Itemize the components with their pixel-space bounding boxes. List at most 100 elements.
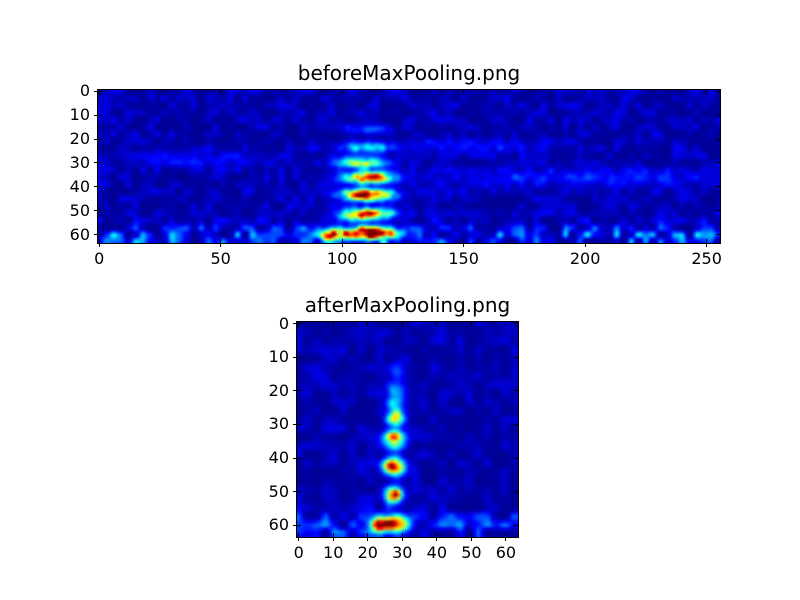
x-tick-mark bbox=[505, 322, 507, 326]
x-tick-mark bbox=[332, 322, 334, 326]
y-tick-mark bbox=[98, 90, 102, 92]
y-tick-mark bbox=[293, 323, 297, 325]
x-tick-mark bbox=[98, 239, 100, 243]
y-tick-mark bbox=[297, 423, 301, 425]
x-tick-mark bbox=[436, 533, 438, 537]
y-tick-mark bbox=[297, 390, 301, 392]
x-tick-mark bbox=[401, 533, 403, 537]
x-tick-label: 60 bbox=[495, 543, 517, 562]
x-tick-mark bbox=[341, 243, 343, 247]
y-tick-mark bbox=[297, 524, 301, 526]
y-tick-mark bbox=[98, 186, 102, 188]
y-tick-mark bbox=[716, 234, 720, 236]
x-tick-label: 50 bbox=[461, 543, 482, 562]
y-tick-label: 0 bbox=[79, 81, 90, 101]
x-tick-mark bbox=[98, 90, 100, 94]
x-tick-mark bbox=[463, 243, 465, 247]
x-tick-mark bbox=[436, 322, 438, 326]
y-tick-mark bbox=[98, 234, 102, 236]
y-tick-label: 20 bbox=[69, 129, 90, 148]
y-tick-mark bbox=[514, 423, 518, 425]
x-tick-mark bbox=[505, 537, 507, 541]
x-tick-label: 10 bbox=[323, 543, 344, 562]
x-tick-mark bbox=[706, 243, 708, 247]
y-tick-mark bbox=[293, 491, 297, 493]
y-tick-mark bbox=[716, 186, 720, 188]
y-tick-label: 50 bbox=[268, 481, 289, 501]
y-tick-mark bbox=[94, 162, 98, 164]
y-tick-label: 10 bbox=[268, 347, 289, 367]
y-tick-label: 60 bbox=[69, 224, 90, 244]
y-tick-mark bbox=[716, 114, 720, 116]
y-tick-label: 50 bbox=[69, 200, 90, 220]
y-tick-mark bbox=[514, 323, 518, 325]
before-maxpooling-title: beforeMaxPooling.png bbox=[297, 61, 521, 85]
y-tick-mark bbox=[293, 423, 297, 425]
y-tick-mark bbox=[94, 114, 98, 116]
x-tick-mark bbox=[332, 533, 334, 537]
y-tick-mark bbox=[94, 90, 98, 92]
y-tick-mark bbox=[514, 390, 518, 392]
x-tick-mark bbox=[367, 322, 369, 326]
y-tick-mark bbox=[98, 162, 102, 164]
y-tick-label: 40 bbox=[268, 448, 289, 468]
y-tick-label: 20 bbox=[268, 380, 289, 400]
x-tick-label: 40 bbox=[426, 543, 448, 562]
y-tick-mark bbox=[98, 114, 102, 116]
x-tick-mark bbox=[706, 90, 708, 94]
x-tick-mark bbox=[470, 322, 472, 326]
x-tick-mark bbox=[401, 537, 403, 541]
x-tick-mark bbox=[584, 90, 586, 94]
y-tick-mark bbox=[716, 138, 720, 140]
y-tick-mark bbox=[514, 457, 518, 459]
x-tick-mark bbox=[220, 243, 222, 247]
y-tick-label: 30 bbox=[69, 152, 90, 172]
x-tick-mark bbox=[584, 239, 586, 243]
x-tick-mark bbox=[332, 537, 334, 541]
x-tick-mark bbox=[505, 533, 507, 537]
y-tick-mark bbox=[293, 524, 297, 526]
x-tick-label: 250 bbox=[691, 249, 722, 268]
before-maxpooling-axes bbox=[97, 89, 721, 244]
y-tick-mark bbox=[716, 90, 720, 92]
x-tick-mark bbox=[98, 243, 100, 247]
y-tick-label: 60 bbox=[268, 515, 289, 535]
y-tick-mark bbox=[716, 210, 720, 212]
x-tick-label: 100 bbox=[326, 249, 358, 268]
x-tick-label: 200 bbox=[569, 249, 601, 268]
x-tick-mark bbox=[298, 537, 300, 541]
y-tick-mark bbox=[293, 457, 297, 459]
x-tick-label: 50 bbox=[210, 249, 231, 268]
y-tick-mark bbox=[716, 162, 720, 164]
x-tick-label: 30 bbox=[392, 543, 413, 562]
x-tick-mark bbox=[341, 239, 343, 243]
y-tick-mark bbox=[94, 186, 98, 188]
y-tick-mark bbox=[514, 356, 518, 358]
y-tick-mark bbox=[98, 210, 102, 212]
x-tick-mark bbox=[401, 322, 403, 326]
y-tick-mark bbox=[98, 138, 102, 140]
y-tick-label: 10 bbox=[69, 105, 90, 125]
x-tick-mark bbox=[220, 239, 222, 243]
x-tick-label: 0 bbox=[293, 543, 304, 562]
x-tick-label: 150 bbox=[448, 249, 479, 268]
x-tick-label: 20 bbox=[357, 543, 378, 562]
y-tick-mark bbox=[297, 457, 301, 459]
y-tick-mark bbox=[94, 210, 98, 212]
after-maxpooling-title: afterMaxPooling.png bbox=[304, 293, 511, 317]
y-tick-mark bbox=[297, 491, 301, 493]
after-maxpooling-heatmap bbox=[297, 322, 518, 537]
y-tick-mark bbox=[297, 323, 301, 325]
y-tick-label: 40 bbox=[69, 176, 90, 196]
y-tick-mark bbox=[514, 524, 518, 526]
x-tick-mark bbox=[367, 537, 369, 541]
y-tick-mark bbox=[94, 234, 98, 236]
y-tick-label: 0 bbox=[278, 313, 289, 333]
x-tick-mark bbox=[463, 90, 465, 94]
x-tick-mark bbox=[706, 239, 708, 243]
y-tick-mark bbox=[293, 356, 297, 358]
x-tick-mark bbox=[220, 90, 222, 94]
x-tick-mark bbox=[584, 243, 586, 247]
x-tick-mark bbox=[470, 533, 472, 537]
